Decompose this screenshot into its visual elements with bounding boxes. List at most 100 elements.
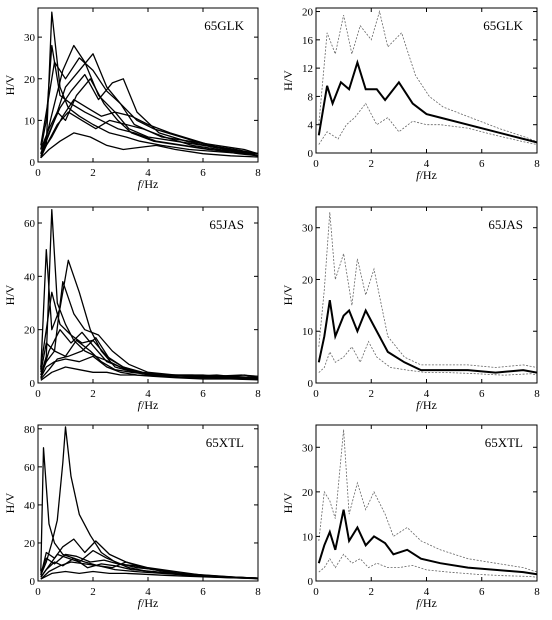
upper-bound-line	[318, 212, 537, 368]
station-label: 65GLK	[204, 18, 244, 33]
x-tick-label: 6	[200, 586, 206, 598]
y-tick-label: 20	[24, 538, 36, 550]
x-tick-label: 8	[255, 167, 261, 179]
plot-area	[317, 212, 537, 376]
upper-bound-line	[318, 429, 537, 573]
hv-curve-7	[40, 98, 258, 157]
y-axis-label: H/V	[3, 492, 17, 513]
x-tick-label: 6	[479, 158, 485, 170]
station-label: 65GLK	[483, 18, 523, 33]
panel-4: 0 2 4 6 8 0 10 20 30 f/Hz H/V 65JAS	[281, 206, 540, 412]
x-tick-label: 8	[255, 586, 261, 598]
y-tick-label: 30	[302, 442, 314, 454]
station-label: 65XTL	[485, 435, 523, 450]
x-tick-label: 4	[424, 388, 430, 400]
x-tick-label: 8	[534, 158, 540, 170]
mean-curve	[317, 59, 537, 144]
x-tick-label: 4	[145, 167, 151, 179]
y-tick-label: 80	[24, 424, 36, 436]
mean-curve	[317, 300, 537, 374]
hv-curve-7	[40, 557, 258, 579]
mean-curve	[317, 509, 537, 576]
panel-3: 0 2 4 6 8 0 20 40 60 f/Hz H/V 65JAS	[3, 206, 261, 412]
y-tick-label: 0	[308, 576, 314, 588]
x-tick-label: 4	[424, 158, 430, 170]
panel-2: 0 2 4 6 8 0 4 8 12 16 20 f/Hz H/V 65GLK	[281, 7, 540, 182]
y-tick-label: 30	[302, 223, 314, 235]
plot-frame	[37, 206, 259, 384]
x-tick-label: 8	[534, 388, 540, 400]
x-tick-label: 6	[200, 388, 206, 400]
y-tick-label: 0	[30, 378, 36, 390]
y-axis-label: H/V	[281, 70, 295, 91]
panel-1: 0 2 4 6 8 0 10 20 30 f/Hz H/V 65GLK	[3, 7, 261, 191]
y-tick-label: 20	[302, 7, 314, 19]
lower-bound-line	[318, 553, 537, 578]
plot-area	[40, 426, 258, 580]
y-tick-label: 20	[24, 325, 36, 337]
y-tick-label: 60	[24, 218, 36, 230]
y-tick-label: 0	[308, 148, 314, 160]
y-tick-label: 16	[302, 35, 314, 47]
y-tick-label: 4	[308, 120, 314, 132]
plot-area	[40, 11, 258, 159]
x-axis-label: f/Hz	[138, 398, 159, 412]
x-axis-label: f/Hz	[138, 177, 159, 191]
y-tick-label: 0	[30, 576, 36, 588]
station-label: 65JAS	[209, 217, 244, 232]
y-tick-label: 12	[302, 63, 313, 75]
x-tick-label: 2	[90, 167, 96, 179]
y-tick-label: 30	[24, 32, 36, 44]
hv-curve-10	[40, 44, 258, 157]
y-tick-label: 60	[24, 462, 36, 474]
y-axis-label: H/V	[3, 74, 17, 95]
y-axis-label: H/V	[281, 492, 295, 513]
x-tick-label: 8	[534, 586, 540, 598]
hv-curve-2	[40, 44, 258, 155]
lower-bound-line	[318, 340, 537, 376]
x-axis-label: f/Hz	[416, 596, 437, 610]
x-tick-label: 0	[313, 158, 319, 170]
hv-curve-3	[40, 281, 258, 379]
hv-curve-9	[40, 291, 258, 379]
y-tick-label: 10	[24, 115, 36, 127]
hv-curve-7	[40, 355, 258, 380]
x-tick-label: 2	[90, 586, 96, 598]
station-label: 65XTL	[206, 435, 244, 450]
y-axis-label: H/V	[281, 284, 295, 305]
x-tick-label: 6	[479, 388, 485, 400]
plot-frame	[315, 206, 538, 384]
x-axis-label: f/Hz	[416, 398, 437, 412]
x-tick-label: 0	[35, 388, 41, 400]
y-tick-label: 20	[302, 274, 314, 286]
x-tick-label: 4	[145, 388, 151, 400]
y-tick-label: 10	[302, 326, 314, 338]
y-tick-label: 40	[24, 500, 36, 512]
upper-bound-line	[318, 9, 537, 143]
x-tick-label: 0	[35, 586, 41, 598]
x-tick-label: 2	[369, 158, 375, 170]
x-tick-label: 6	[479, 586, 485, 598]
y-tick-label: 10	[302, 531, 314, 543]
x-tick-label: 4	[424, 586, 430, 598]
x-tick-label: 2	[90, 388, 96, 400]
y-axis-label: H/V	[3, 284, 17, 305]
plot-area	[317, 9, 537, 145]
panel-6: 0 2 4 6 8 0 10 20 30 f/Hz H/V 65XTL	[281, 424, 540, 610]
plot-area	[317, 429, 537, 578]
hv-curve-5	[40, 73, 258, 155]
x-tick-label: 2	[369, 388, 375, 400]
plot-area	[40, 209, 258, 381]
x-axis-label: f/Hz	[138, 596, 159, 610]
x-tick-label: 0	[313, 586, 319, 598]
hv-curve-9	[40, 57, 258, 155]
hv-curve-8	[40, 570, 258, 580]
y-tick-label: 0	[308, 378, 314, 390]
x-axis-label: f/Hz	[416, 168, 437, 182]
hv-curve-1	[40, 209, 258, 379]
station-label: 65JAS	[488, 217, 523, 232]
x-tick-label: 0	[313, 388, 319, 400]
hv-curve-1	[40, 11, 258, 159]
